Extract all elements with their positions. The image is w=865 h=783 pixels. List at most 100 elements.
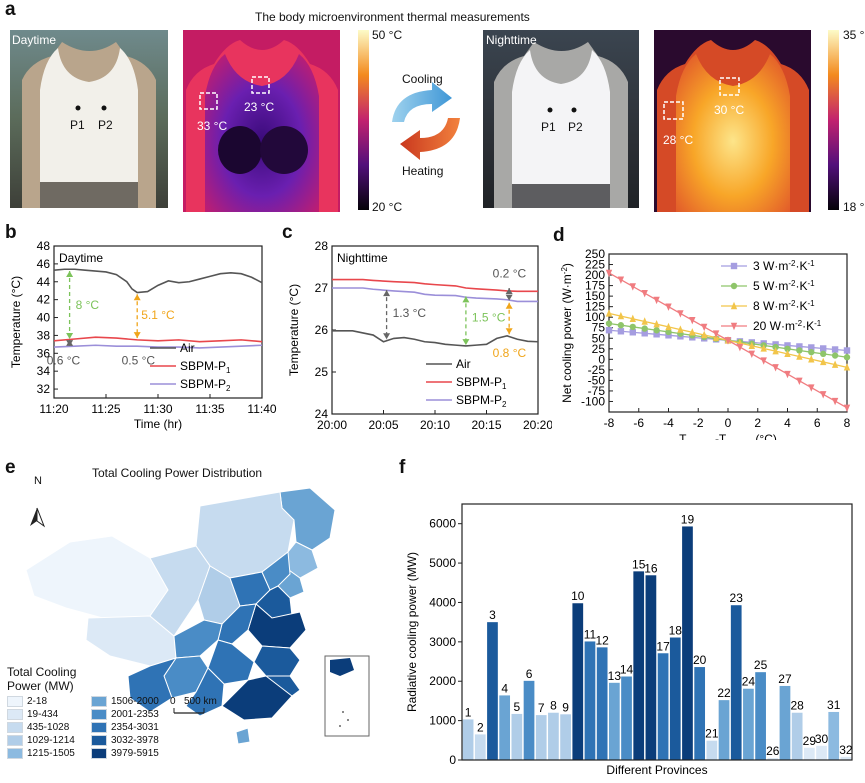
bar-19: [682, 526, 693, 760]
south-china-sea-inset: [324, 655, 370, 737]
y-tick-label: 3000: [429, 635, 456, 649]
series-0-marker: [784, 342, 791, 349]
bar-9: [560, 714, 571, 760]
legend-label: SBPM-P2: [180, 377, 231, 393]
night-scale-max: 35 °C: [843, 28, 865, 42]
nighttime-label: Nighttime: [486, 33, 537, 47]
panel-label-a: a: [5, 0, 16, 20]
night-scale-min: 18 °C: [843, 200, 865, 214]
y-tick-label: 75: [592, 321, 606, 335]
bar-label-7: 7: [538, 701, 545, 715]
series-0-marker: [808, 344, 815, 351]
series-1-marker: [831, 352, 839, 359]
bar-label-6: 6: [526, 667, 533, 681]
bar-label-4: 4: [501, 681, 508, 695]
y-tick-label: 175: [585, 279, 605, 293]
y-tick-label: 5000: [429, 556, 456, 570]
y-tick-label: 50: [592, 331, 606, 345]
x-tick-label: 20:15: [471, 418, 501, 432]
map-legend-item: 1506-2000: [91, 696, 159, 707]
series-1-marker: [843, 354, 851, 361]
arrow-5c-head-b: [133, 332, 141, 339]
y-tick-label: 225: [585, 258, 605, 272]
bar-label-15: 15: [632, 557, 646, 571]
arrow-13c-head-b: [383, 333, 391, 340]
x-tick-label: 11:25: [91, 402, 120, 416]
x-tick-label: 20:20: [523, 418, 552, 432]
annot-13c: 1.3 °C: [393, 306, 427, 320]
series-3-marker: [748, 350, 755, 359]
series-3-marker: [831, 397, 839, 406]
panel-label-b: b: [5, 222, 17, 243]
scale-dist: 500 km: [184, 696, 217, 707]
bar-label-27: 27: [778, 672, 792, 686]
chart-d-net-cooling: -100-75-50-25025507510012515017520022525…: [560, 247, 851, 440]
x-tick-label: 20:00: [317, 418, 347, 432]
bar-label-26: 26: [766, 744, 780, 758]
y-tick-label: 1000: [429, 714, 456, 728]
bar-label-14: 14: [620, 663, 634, 677]
bar-label-8: 8: [550, 699, 557, 713]
series-line-0: [332, 330, 539, 347]
panel-label-e: e: [5, 457, 16, 478]
x-tick-label: 4: [784, 416, 791, 430]
series-0-marker: [605, 327, 613, 334]
y-tick-label: 27: [315, 281, 329, 295]
map-legend-label: 3979-5915: [111, 748, 159, 759]
bar-20: [694, 667, 706, 760]
arrow-15c-head-a: [462, 296, 470, 303]
daytime-label: Daytime: [12, 33, 57, 47]
bar-label-16: 16: [644, 561, 658, 575]
series-1-marker: [665, 328, 672, 336]
bar-27: [779, 685, 791, 760]
series-2-marker: [701, 330, 708, 339]
series-3-marker: [843, 404, 851, 412]
bar-label-19: 19: [681, 512, 695, 526]
series-0-marker: [796, 343, 803, 350]
y-tick-label: 6000: [429, 517, 456, 531]
y-tick-label: 24: [315, 407, 329, 421]
map-legend-item: 3979-5915: [91, 748, 159, 759]
y-axis-label: Radiative cooling power (MW): [405, 552, 419, 712]
plot-frame: [53, 245, 263, 399]
map-legend-swatch: [7, 722, 23, 733]
map-legend-item: 19-434: [7, 709, 58, 720]
y-tick-label: 150: [585, 289, 605, 303]
bar-29: [803, 747, 815, 760]
x-tick-label: 11:20: [39, 402, 68, 416]
arrow-15c-head-b: [462, 339, 470, 346]
series-0-marker: [653, 331, 660, 338]
y-tick-label: 100: [585, 310, 605, 324]
y-tick-label: 25: [315, 365, 329, 379]
map-legend-item: 1029-1214: [7, 735, 75, 746]
map-legend-label: 2354-3031: [111, 722, 159, 733]
annot-8c: 8 °C: [76, 298, 100, 312]
map-legend-item: 2-18: [7, 696, 47, 707]
bar-14: [621, 676, 632, 760]
series-1-marker: [784, 345, 791, 352]
x-tick-label: 11:35: [195, 402, 224, 416]
series-3-marker: [605, 269, 613, 278]
china-map: [25, 487, 370, 745]
y-tick-label: 0: [449, 753, 456, 767]
bar-label-10: 10: [571, 589, 585, 603]
arrow-13c-head-a: [383, 290, 391, 297]
legend-title-line2: Power (MW): [7, 679, 74, 693]
series-1-marker: [820, 350, 827, 358]
bar-label-13: 13: [608, 669, 622, 683]
y-tick-label: 32: [37, 382, 51, 396]
bar-1: [462, 719, 474, 760]
bar-6: [523, 680, 535, 760]
day-scale-min: 20 °C: [372, 200, 403, 214]
bar-21: [706, 740, 718, 760]
x-tick-label: 6: [814, 416, 821, 430]
bar-10: [572, 603, 584, 760]
nighttime-photo: [483, 30, 639, 208]
panel-label-c: c: [282, 222, 293, 243]
map-legend-label: 2001-2353: [111, 709, 159, 720]
daytime-color-scale: [358, 30, 369, 210]
bar-32: [840, 756, 852, 760]
bar-3: [487, 622, 498, 760]
map-legend-item: 435-1028: [7, 722, 69, 733]
